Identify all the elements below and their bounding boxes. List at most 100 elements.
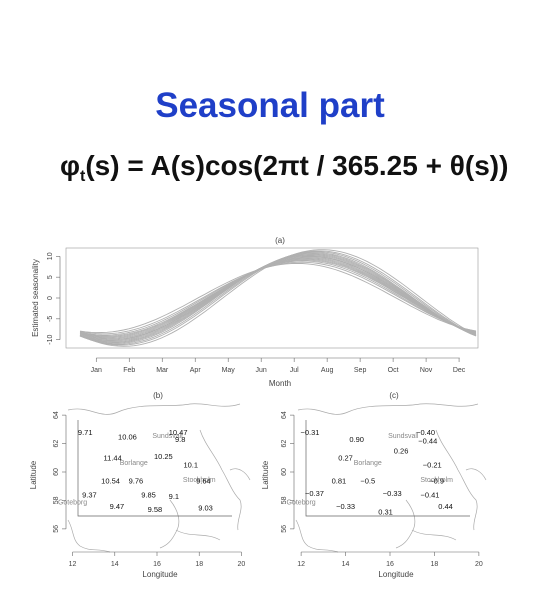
x-tick-label: 12 [297, 561, 305, 568]
formula-cosine: cos(2πt / 365.25 [204, 150, 418, 181]
station-value: 9.1 [169, 492, 179, 501]
y-tick-label: 58 [281, 496, 288, 504]
city-label: Goteborg [58, 500, 87, 507]
seasonal-curve [79, 250, 477, 346]
x-tick-label: 18 [195, 561, 203, 568]
station-value: 0.26 [394, 447, 409, 456]
x-tick-label: Oct [388, 367, 399, 374]
x-tick-label: Aug [321, 367, 334, 374]
panel-a-frame [65, 247, 479, 349]
station-value: −0.21 [423, 461, 442, 470]
seasonal-curve [79, 261, 477, 335]
station-value: 10.25 [154, 452, 173, 461]
x-tick-label: 14 [111, 561, 119, 568]
station-value: −0.44 [418, 437, 437, 446]
station-value: −0.40 [416, 428, 435, 437]
y-tick-label: 10 [47, 252, 54, 260]
x-tick-label: Apr [190, 367, 202, 374]
station-value: 9.71 [78, 428, 93, 437]
seasonal-curve [79, 259, 477, 337]
station-value: −0.5 [360, 476, 375, 485]
panel-a-curves [79, 249, 477, 347]
station-value: 9.8 [175, 435, 185, 444]
formula-plus: + [425, 150, 442, 181]
panel-b-ylabel: Latitude [29, 460, 38, 489]
station-value: 9.85 [141, 491, 156, 500]
y-tick-label: 62 [281, 440, 288, 448]
formula-theta: θ(s)) [449, 150, 509, 181]
station-value: 9.58 [148, 505, 163, 514]
formula-equals: = [127, 150, 144, 181]
y-tick-label: -10 [47, 335, 54, 345]
city-label: Sundsvall [152, 433, 183, 440]
x-tick-label: 14 [342, 561, 350, 568]
station-value: −0.41 [421, 491, 440, 500]
station-value: 0.90 [349, 435, 364, 444]
formula-lhs-arg: (s) [85, 150, 120, 181]
station-value: 9.37 [82, 491, 97, 500]
seasonal-curve [79, 251, 477, 345]
seasonal-curve [79, 253, 477, 343]
seasonal-curve [79, 255, 477, 341]
panel-c-axes: 12 14 16 18 20 56 58 60 62 64 [281, 411, 483, 568]
station-value: 11.44 [104, 454, 122, 463]
x-tick-label: Feb [123, 367, 135, 374]
x-tick-label: May [222, 367, 236, 374]
panel-a-xlabel: Month [269, 379, 291, 388]
formula-subscript-t: t [80, 168, 86, 185]
x-tick-label: 16 [386, 561, 394, 568]
slide-title: Seasonal part [155, 86, 385, 125]
seasonal-curve [79, 249, 477, 347]
station-value: 0.31 [378, 508, 393, 517]
seasonal-curve [79, 260, 477, 336]
station-value: 9.03 [198, 503, 213, 512]
city-label: Borlange [354, 460, 382, 467]
seasonal-curve [79, 256, 477, 340]
station-value: −0.31 [301, 428, 320, 437]
station-value: 9.76 [129, 476, 144, 485]
station-value: −0.37 [305, 489, 324, 498]
station-value: 10.1 [183, 461, 198, 470]
panel-b-xlabel: Longitude [142, 570, 178, 579]
panel-b: (b) 12 14 16 18 20 56 58 60 62 64 Sundsvall Borlan… [29, 391, 251, 579]
station-value: −0.33 [383, 489, 402, 498]
x-tick-label: 18 [431, 561, 439, 568]
y-tick-label: 58 [53, 496, 60, 504]
panel-c-values: Sundsvall Borlange Stockholm Goteborg −0.31 0… [287, 428, 454, 517]
panel-a-ylabel: Estimated seasonality [31, 259, 40, 337]
y-tick-label: 5 [47, 275, 54, 279]
panel-a-x-axis: Jan Feb Mar Apr May Jun Jul Aug Sep Oct Nov Dec [91, 357, 466, 374]
x-tick-label: Jan [91, 367, 102, 374]
x-tick-label: Nov [420, 367, 433, 374]
station-value: 10.54 [101, 476, 120, 485]
seasonal-curve [79, 257, 477, 339]
panel-c: (c) 12 14 16 18 20 56 58 60 62 64 Sundsvall Borlan… [261, 391, 487, 579]
station-value: 0.44 [438, 502, 453, 511]
panel-b-label: (b) [153, 391, 163, 400]
panel-c-ylabel: Latitude [261, 460, 270, 489]
formula-phi: φ [60, 150, 81, 181]
y-tick-label: 60 [281, 468, 288, 476]
station-value: 0.27 [338, 454, 353, 463]
x-tick-label: Jun [256, 367, 267, 374]
station-value: 0.81 [332, 476, 347, 485]
x-tick-label: Dec [453, 367, 466, 374]
seasonal-curve [79, 252, 477, 343]
station-value: 10.06 [118, 432, 137, 441]
panel-a-label: (a) [275, 236, 285, 245]
y-tick-label: 64 [281, 411, 288, 419]
panel-b-axis-frame [77, 420, 232, 517]
station-value: 9.64 [196, 476, 211, 485]
x-tick-label: 20 [238, 561, 246, 568]
y-tick-label: 64 [53, 411, 60, 419]
station-value: 10.47 [169, 428, 188, 437]
panel-c-coastline [295, 403, 487, 553]
station-value: −0.9 [429, 476, 444, 485]
panel-b-values: Sundsvall Borlange Stockholm Goteborg 9.71 10… [58, 428, 216, 514]
city-label: Sundsvall [388, 433, 419, 440]
panel-a-y-axis: 10 5 0 -5 -10 [47, 252, 61, 345]
formula-amplitude: A(s) [150, 150, 205, 181]
x-tick-label: Mar [156, 367, 169, 374]
y-tick-label: 60 [53, 468, 60, 476]
station-value: 9.47 [110, 502, 125, 511]
